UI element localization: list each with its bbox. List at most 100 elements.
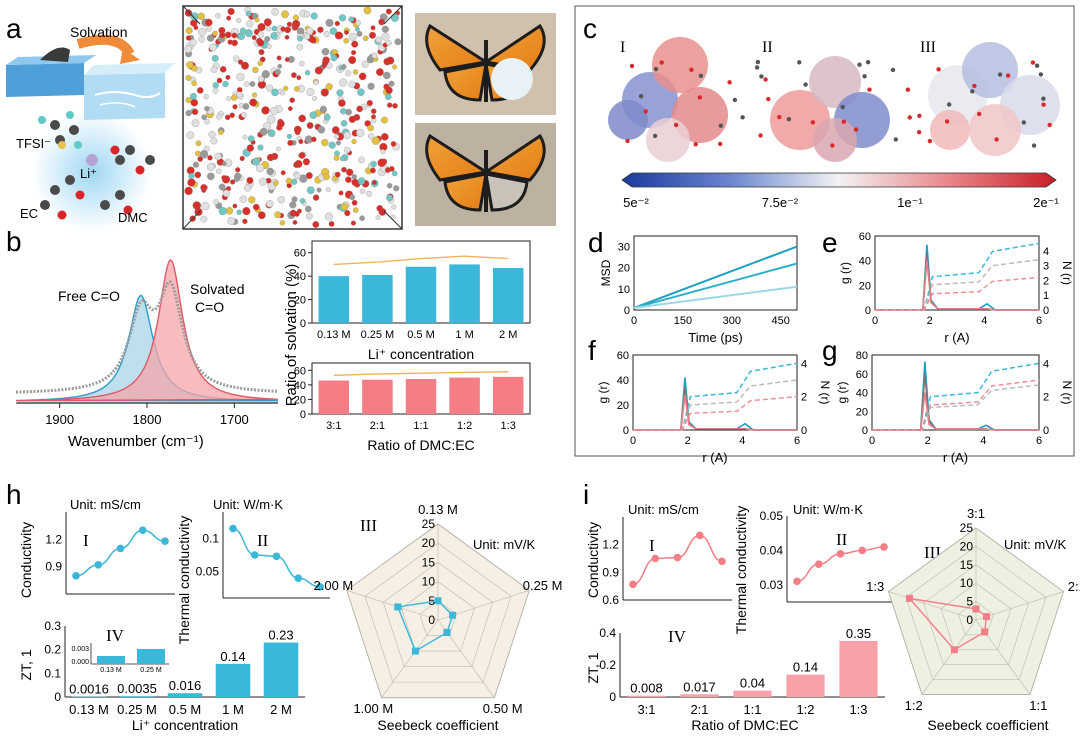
e-xtick: 6 — [1036, 315, 1042, 327]
g-y2label: N (r) — [1060, 381, 1074, 405]
d-ytick: 0 — [624, 305, 630, 317]
data-point — [294, 574, 302, 582]
esp-atom — [811, 120, 815, 124]
d-ytick: 20 — [618, 263, 630, 275]
esp-atom — [917, 130, 921, 134]
xtick-label: 1 M — [455, 329, 473, 341]
esp-atom — [787, 117, 791, 121]
panel-letter-a: a — [6, 13, 22, 44]
esp-atom — [857, 62, 861, 66]
esp-atom — [994, 137, 998, 141]
esp-atom — [830, 143, 834, 147]
data-point — [674, 554, 682, 562]
ytick-label: 0.6 — [602, 593, 619, 607]
bar — [449, 264, 480, 323]
panel-letter-i: i — [583, 479, 589, 510]
esp-atom — [755, 65, 759, 69]
esp-atom — [644, 109, 648, 113]
ytick-label: 60 — [294, 365, 306, 377]
inset-bar — [137, 649, 165, 664]
x-axis-label: Li⁺ concentration — [368, 346, 474, 362]
esp-atom — [947, 102, 951, 106]
xtick-label: 2 M — [270, 702, 292, 717]
trend-line — [334, 372, 508, 376]
esp-atom — [740, 115, 744, 119]
radar-ring-label: 10 — [960, 576, 974, 590]
radar-axis-label: 2:1 — [1068, 579, 1080, 594]
ftir-free-label: Free C=O — [58, 288, 120, 304]
radar-point — [951, 646, 958, 653]
h-zt-ylabel: ZT, 1 — [18, 649, 34, 680]
g-xlabel: r (A) — [943, 450, 968, 465]
x-axis-label: Ratio of DMC:EC — [367, 437, 474, 453]
bar — [406, 379, 437, 414]
e-y2tick: 0 — [1043, 305, 1049, 317]
bar — [839, 641, 877, 697]
e-y2tick: 3 — [1043, 261, 1049, 273]
f-y2label: N (r) — [818, 381, 832, 405]
g-ylabel: g (r) — [835, 382, 849, 404]
colorbar-tick-4: 2e⁻¹ — [1033, 195, 1059, 210]
e-y2tick: 1 — [1043, 290, 1049, 302]
data-point — [273, 553, 281, 561]
e-gr-curve — [875, 261, 1039, 310]
esp-atom — [936, 67, 940, 71]
f-xlabel: r (A) — [702, 450, 727, 465]
esp-atom — [908, 115, 912, 119]
ytick-label: 0.03 — [760, 578, 784, 592]
ytick-label: 0.1 — [44, 666, 61, 680]
data-point — [858, 547, 866, 555]
esp-atom — [759, 74, 763, 78]
e-nr-curve — [875, 243, 1039, 310]
data-point — [139, 526, 147, 534]
esp-label-III: III — [920, 39, 936, 56]
esp-atom — [998, 72, 1002, 76]
h-label-IV: IV — [106, 626, 125, 645]
f-nr-curve — [633, 363, 797, 430]
bar-value-label: 0.35 — [846, 626, 871, 641]
f-xtick: 6 — [794, 435, 800, 447]
i-seebeck-unit: Unit: mV/K — [1004, 537, 1066, 552]
e-y2tick: 2 — [1043, 275, 1049, 287]
msd-line — [634, 247, 797, 308]
panel-letter-f: f — [588, 335, 596, 366]
h-xlabel: Li⁺ concentration — [132, 717, 238, 733]
esp-atom — [1006, 73, 1010, 77]
g-y2tick: 0 — [1043, 425, 1049, 437]
msd-line — [634, 287, 797, 308]
e-xlabel: r (A) — [944, 330, 969, 345]
esp-colorbar: 5e⁻² 7.5e⁻² 1e⁻¹ 2e⁻¹ — [622, 173, 1059, 210]
esp-blob — [930, 110, 970, 150]
ytick-label: 0.05 — [760, 509, 784, 523]
g-xtick: 4 — [980, 435, 986, 447]
esp-atom — [945, 119, 949, 123]
g-ytick: 20 — [856, 406, 868, 418]
h-label-I: I — [83, 531, 89, 550]
h-thermal-ylabel: Thermal conductivity — [176, 516, 192, 644]
radar-ring-label: 15 — [960, 558, 974, 572]
ftir-xlabel: Wavenumber (cm⁻¹) — [68, 433, 204, 450]
g-nr-curve — [872, 363, 1039, 430]
esp-atom — [894, 137, 898, 141]
i-label-IV: IV — [668, 627, 687, 646]
esp-molecules: I II III — [608, 37, 1060, 162]
esp-atom — [689, 68, 693, 72]
e-ytick: 0 — [865, 305, 871, 317]
panel-letter-e: e — [822, 227, 838, 258]
data-point — [696, 532, 704, 540]
radar-point — [435, 597, 442, 604]
f-ytick: 60 — [617, 350, 629, 362]
radar-axis-label: 2.00 M — [314, 578, 354, 593]
g-gr-curve — [872, 393, 1039, 431]
xtick-label: 2 M — [499, 329, 517, 341]
esp-atom — [970, 89, 974, 93]
radar-point — [983, 613, 990, 620]
xtick-label: 0.25 M — [361, 329, 395, 341]
radar-point — [906, 595, 913, 602]
radar-point — [444, 629, 451, 636]
radar-ring-label: 10 — [422, 575, 436, 589]
g-nr-curve — [872, 385, 1039, 430]
radar-axis-label: 0.13 M — [418, 502, 458, 517]
data-point — [161, 537, 169, 545]
esp-atom — [660, 60, 664, 64]
